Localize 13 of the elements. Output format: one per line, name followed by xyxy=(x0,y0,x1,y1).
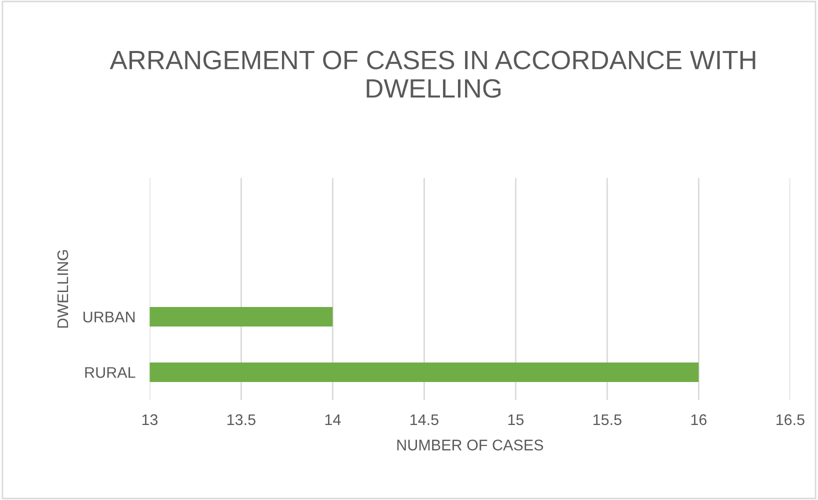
x-tick-label: 16 xyxy=(691,414,707,426)
y-axis-title: DWELLING xyxy=(57,250,68,328)
x-tick-label: 14.5 xyxy=(410,414,438,426)
x-tick-label: 14 xyxy=(325,414,341,425)
y-tick-label: URBAN xyxy=(84,312,135,322)
x-axis-title: NUMBER OF CASES xyxy=(397,440,544,450)
chart-title: ARRANGEMENT OF CASES IN ACCORDANCE WITH DWELLING xyxy=(110,50,756,98)
x-tick-label: 15 xyxy=(508,414,524,426)
x-tick-label: 16.5 xyxy=(776,414,804,426)
x-tick-label: 13.5 xyxy=(227,414,256,426)
x-tick-label: 13 xyxy=(142,414,158,426)
y-tick-label: RURAL xyxy=(85,367,136,378)
x-tick-label: 15.5 xyxy=(593,414,622,426)
